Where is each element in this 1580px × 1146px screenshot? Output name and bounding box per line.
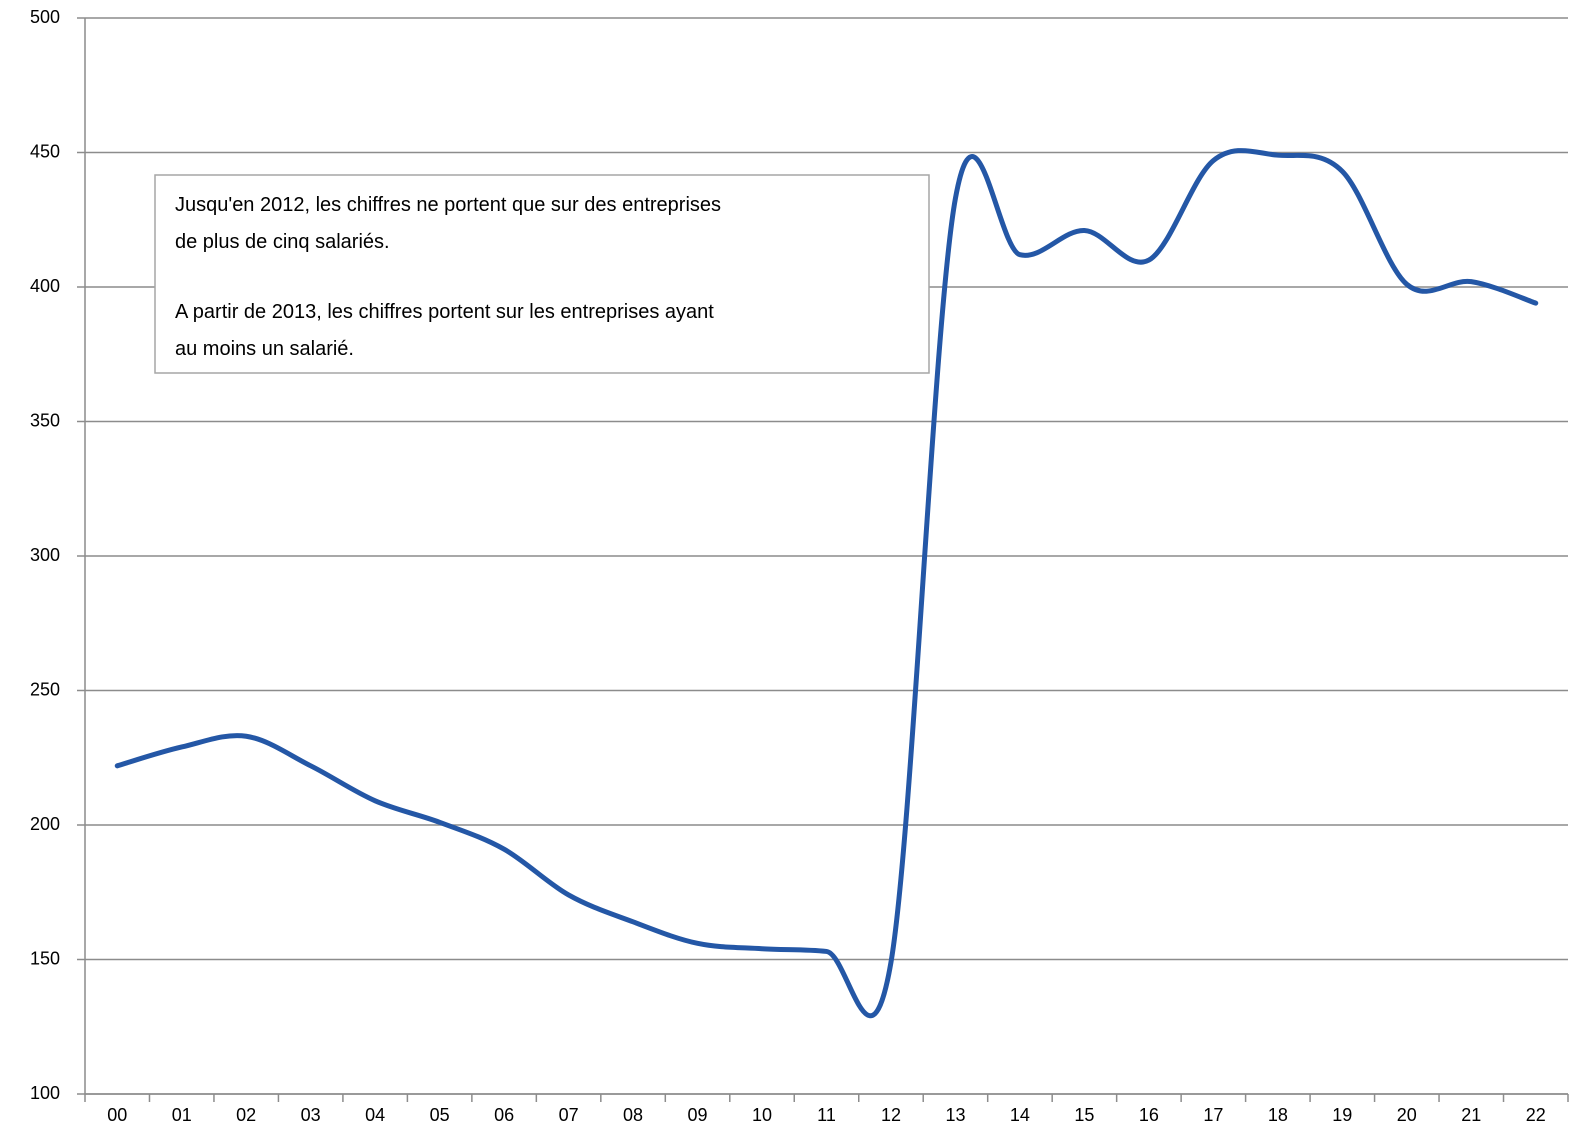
y-tick-label: 150 — [30, 948, 60, 968]
annotation-line: A partir de 2013, les chiffres portent s… — [175, 301, 714, 323]
x-tick-label: 22 — [1526, 1105, 1546, 1125]
x-tick-label: 17 — [1203, 1105, 1223, 1125]
x-tick-label: 01 — [172, 1105, 192, 1125]
line-series — [114, 148, 1539, 1019]
x-tick-label: 02 — [236, 1105, 256, 1125]
y-tick-label: 200 — [30, 814, 60, 834]
x-tick-label: 12 — [881, 1105, 901, 1125]
x-tick-label: 09 — [688, 1105, 708, 1125]
x-tick-label: 21 — [1461, 1105, 1481, 1125]
x-tick-label: 03 — [301, 1105, 321, 1125]
x-tick-label: 16 — [1139, 1105, 1159, 1125]
y-tick-label: 350 — [30, 410, 60, 430]
y-tick-label: 450 — [30, 141, 60, 161]
x-tick-label: 18 — [1268, 1105, 1288, 1125]
x-tick-label: 08 — [623, 1105, 643, 1125]
x-tick-label: 06 — [494, 1105, 514, 1125]
annotation-box — [154, 174, 930, 374]
y-tick-label: 400 — [30, 276, 60, 296]
y-tick-label: 100 — [30, 1083, 60, 1103]
x-tick-label: 10 — [752, 1105, 772, 1125]
x-tick-label: 00 — [107, 1105, 127, 1125]
x-tick-label: 04 — [365, 1105, 385, 1125]
x-tick-label: 19 — [1332, 1105, 1352, 1125]
x-tick-label: 14 — [1010, 1105, 1030, 1125]
x-tick-label: 05 — [430, 1105, 450, 1125]
x-tick-label: 15 — [1074, 1105, 1094, 1125]
annotation-line: au moins un salarié. — [175, 338, 354, 360]
x-tick-label: 13 — [945, 1105, 965, 1125]
y-tick-label: 300 — [30, 545, 60, 565]
annotation-line: Jusqu'en 2012, les chiffres ne portent q… — [175, 194, 721, 216]
y-tick-label: 500 — [30, 7, 60, 27]
annotation-line: de plus de cinq salariés. — [175, 231, 390, 253]
y-tick-label: 250 — [30, 679, 60, 699]
x-tick-label: 20 — [1397, 1105, 1417, 1125]
x-tick-label: 07 — [559, 1105, 579, 1125]
x-tick-label: 11 — [817, 1105, 836, 1125]
